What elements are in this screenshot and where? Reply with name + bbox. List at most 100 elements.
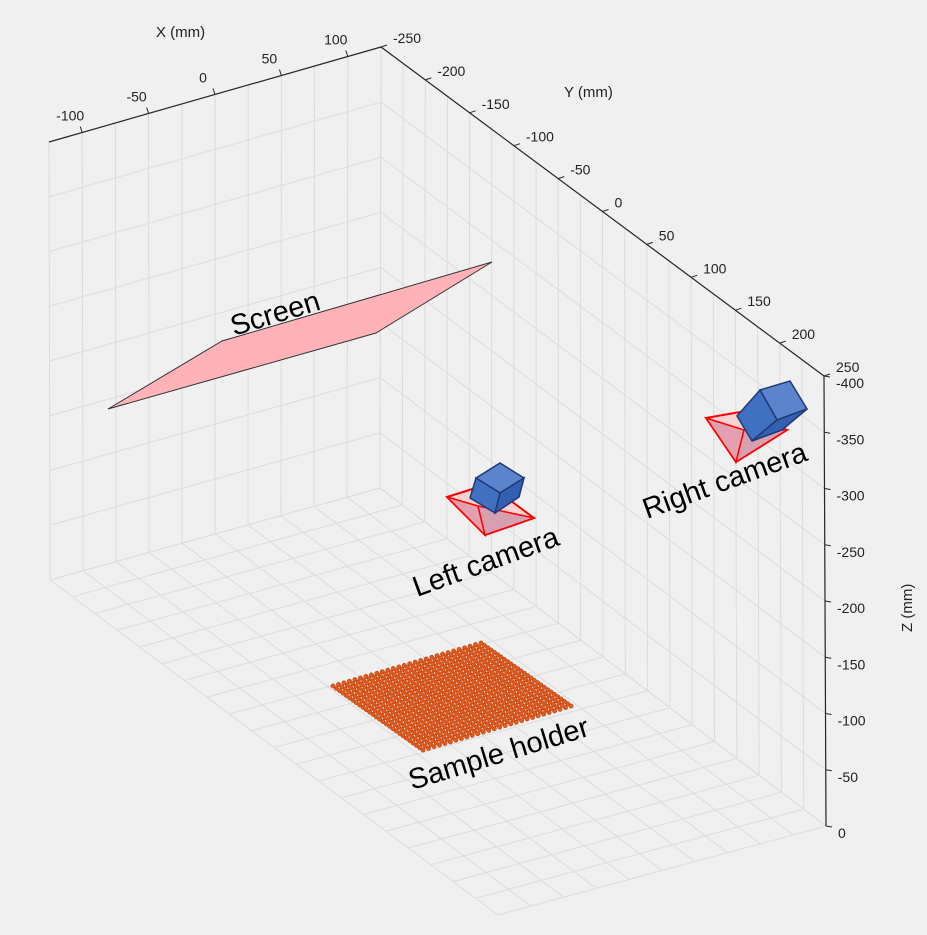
sample-point bbox=[424, 662, 430, 668]
sample-point bbox=[510, 700, 515, 706]
sample-point bbox=[404, 708, 410, 714]
sample-point bbox=[504, 719, 510, 724]
sample-point bbox=[519, 718, 525, 724]
sample-point bbox=[380, 702, 386, 708]
sample-point bbox=[534, 707, 540, 712]
sample-point bbox=[476, 644, 482, 650]
sample-point bbox=[414, 732, 420, 738]
sample-point bbox=[489, 697, 495, 702]
sample-point bbox=[512, 680, 517, 686]
sample-point bbox=[349, 691, 355, 697]
sample-point bbox=[561, 698, 567, 704]
sample-point bbox=[468, 709, 474, 715]
sample-point bbox=[447, 739, 453, 745]
sample-point bbox=[439, 662, 445, 667]
sample-point bbox=[471, 712, 477, 718]
sample-point bbox=[541, 711, 546, 717]
sample-point bbox=[536, 686, 542, 692]
sample-point bbox=[472, 718, 478, 724]
sample-point bbox=[407, 738, 413, 743]
sample-point bbox=[430, 738, 436, 743]
sample-point bbox=[477, 727, 483, 733]
sample-point bbox=[390, 726, 396, 732]
sample-point bbox=[386, 717, 391, 723]
grid-line bbox=[408, 757, 737, 849]
sample-point bbox=[435, 703, 441, 708]
sample-point bbox=[472, 668, 478, 674]
sample-point bbox=[502, 673, 507, 679]
sample-point bbox=[366, 703, 371, 709]
sample-point bbox=[364, 697, 370, 702]
sample-point bbox=[374, 687, 380, 693]
sample-point bbox=[404, 692, 410, 697]
sample-point bbox=[354, 689, 360, 695]
sample-point bbox=[408, 667, 414, 673]
sample-point bbox=[437, 699, 443, 704]
sample-point bbox=[401, 723, 407, 728]
sample-point bbox=[541, 684, 547, 690]
sample-point bbox=[478, 657, 484, 662]
sample-point bbox=[471, 662, 476, 668]
sample-point bbox=[426, 685, 432, 691]
sample-point bbox=[466, 670, 472, 676]
sample-point bbox=[452, 731, 458, 737]
sample-point bbox=[449, 685, 455, 691]
sample-point bbox=[499, 660, 505, 666]
sample-point bbox=[480, 679, 485, 685]
grid-line bbox=[363, 724, 693, 815]
sample-point bbox=[463, 684, 469, 690]
sample-point bbox=[352, 677, 358, 682]
sample-point bbox=[370, 712, 376, 717]
sample-point bbox=[433, 723, 439, 729]
sample-point bbox=[418, 734, 423, 740]
sample-point bbox=[420, 670, 426, 676]
sample-point bbox=[382, 698, 388, 704]
sample-point bbox=[421, 677, 427, 682]
sample-point bbox=[453, 694, 459, 699]
sample-point bbox=[467, 643, 473, 649]
sample-point bbox=[486, 668, 492, 673]
sample-point bbox=[503, 663, 508, 668]
sample-point bbox=[401, 662, 407, 668]
sample-point bbox=[424, 722, 430, 728]
sample-point bbox=[512, 697, 518, 702]
sample-point bbox=[487, 717, 493, 723]
sample-point bbox=[396, 697, 402, 703]
sample-point bbox=[484, 705, 490, 710]
sample-point bbox=[389, 719, 395, 725]
sample-point bbox=[443, 687, 449, 692]
sample-point bbox=[352, 693, 358, 699]
sample-point bbox=[462, 695, 468, 700]
sample-point bbox=[447, 689, 453, 695]
sample-point bbox=[448, 652, 454, 658]
sample-point bbox=[453, 661, 459, 666]
y-tick-label: 200 bbox=[792, 326, 816, 342]
sample-point bbox=[476, 677, 482, 683]
sample-point bbox=[423, 673, 429, 678]
sample-point bbox=[454, 710, 459, 716]
sample-point bbox=[437, 682, 443, 688]
sample-point bbox=[366, 693, 372, 698]
sample-point bbox=[405, 665, 410, 670]
sample-point bbox=[524, 700, 530, 705]
sample-point bbox=[427, 708, 433, 714]
sample-point bbox=[464, 674, 470, 680]
sample-point bbox=[443, 714, 449, 719]
sample-point bbox=[422, 710, 428, 715]
sample-point bbox=[442, 664, 448, 670]
sample-point bbox=[474, 681, 480, 687]
sample-point bbox=[390, 666, 396, 671]
sample-point bbox=[412, 686, 417, 692]
sample-point bbox=[378, 706, 383, 712]
sample-point bbox=[548, 706, 554, 711]
sample-point bbox=[497, 724, 503, 730]
z-tick-label: -250 bbox=[837, 544, 865, 560]
sample-point bbox=[383, 671, 389, 677]
grid-line bbox=[475, 808, 804, 899]
sample-point bbox=[455, 733, 461, 739]
sample-point bbox=[419, 741, 425, 746]
sample-point bbox=[420, 687, 426, 693]
grid-line bbox=[318, 690, 648, 782]
sample-point bbox=[378, 679, 384, 685]
sample-point bbox=[415, 672, 420, 678]
